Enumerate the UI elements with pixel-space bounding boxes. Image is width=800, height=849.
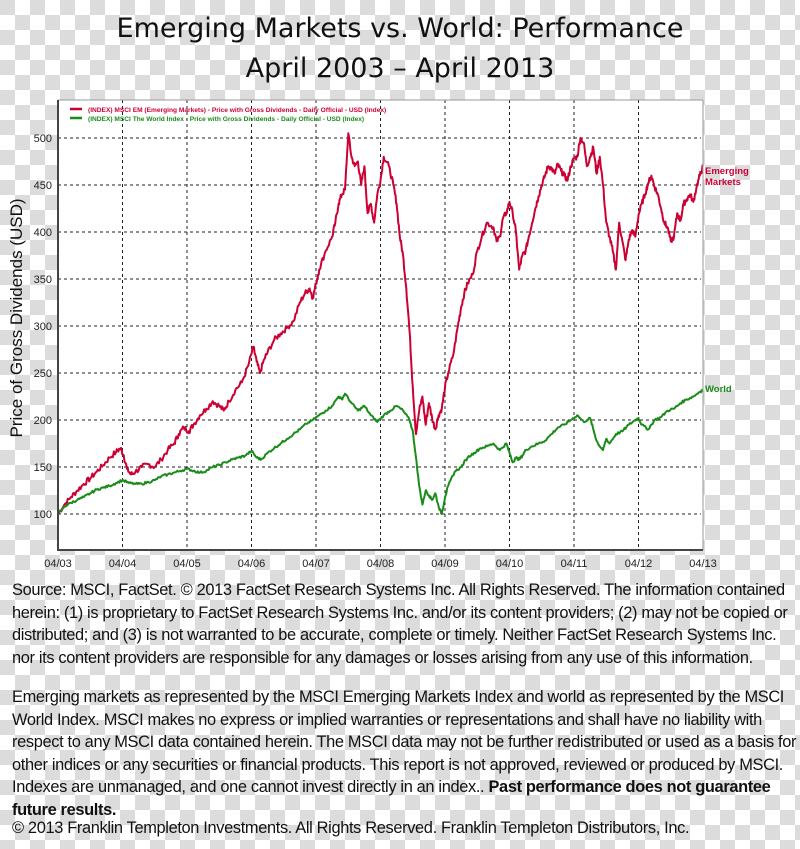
disclaimer-text: Emerging markets as represented by the M… xyxy=(12,688,797,797)
legend-label: (INDEX) MSCI EM (Emerging Markets) - Pri… xyxy=(88,107,386,114)
series-line-world xyxy=(57,388,704,515)
y-tick-label: 100 xyxy=(34,509,52,521)
source-notice: Source: MSCI, FactSet. © 2013 FactSet Re… xyxy=(12,579,800,669)
y-tick-label: 250 xyxy=(34,368,52,380)
y-axis-label: Price of Gross Dividends (USD) xyxy=(7,198,26,437)
grid-lines xyxy=(58,100,701,550)
past-performance-warning: Past performance does not guarantee futu… xyxy=(12,778,771,819)
x-tick-label: 04/11 xyxy=(561,558,588,570)
legend-label: (INDEX) MSCI The World Index - Price wit… xyxy=(88,116,364,123)
x-tick-label: 04/04 xyxy=(109,558,137,570)
x-tick-label: 04/09 xyxy=(431,558,459,570)
x-tick-label: 04/13 xyxy=(689,558,717,570)
x-tick-label: 04/06 xyxy=(238,558,266,570)
y-tick-label: 450 xyxy=(34,180,52,192)
end-label-emerging-markets: Emerging xyxy=(705,166,749,177)
x-tick-label: 04/05 xyxy=(173,558,201,570)
series-line-emerging-markets xyxy=(57,132,704,515)
copyright-text: © 2013 Franklin Templeton Investments. A… xyxy=(12,819,690,837)
y-tick-label: 200 xyxy=(34,415,52,427)
x-tick-label: 04/03 xyxy=(44,558,72,570)
y-tick-label: 500 xyxy=(34,133,52,145)
y-tick-label: 150 xyxy=(34,462,52,474)
copyright-notice: © 2013 Franklin Templeton Investments. A… xyxy=(12,817,800,840)
x-tick-label: 04/08 xyxy=(367,558,395,570)
x-tick-label: 04/10 xyxy=(496,558,524,570)
x-tick-label: 04/07 xyxy=(302,558,330,570)
y-tick-labels: 100 150 200 250 300 350 400 450 500 xyxy=(34,133,52,521)
source-text: Source: MSCI, FactSet. © 2013 FactSet Re… xyxy=(12,581,788,667)
y-tick-label: 400 xyxy=(34,227,52,239)
disclaimer-notice: Emerging markets as represented by the M… xyxy=(12,686,800,822)
y-tick-label: 300 xyxy=(34,321,52,333)
legend: (INDEX) MSCI EM (Emerging Markets) - Pri… xyxy=(70,107,386,123)
series-lines xyxy=(57,132,704,515)
y-tick-label: 350 xyxy=(34,274,52,286)
chart-title-line-1: Emerging Markets vs. World: Performance xyxy=(116,13,684,44)
end-label-emerging-markets: Markets xyxy=(705,177,741,188)
chart-title-line-2: April 2003 – April 2013 xyxy=(245,53,555,84)
end-label-world: World xyxy=(705,384,732,395)
x-tick-label: 04/12 xyxy=(625,558,653,570)
x-tick-labels: 04/03 04/04 04/05 04/06 04/07 04/08 04/09 04/10… xyxy=(44,558,717,570)
